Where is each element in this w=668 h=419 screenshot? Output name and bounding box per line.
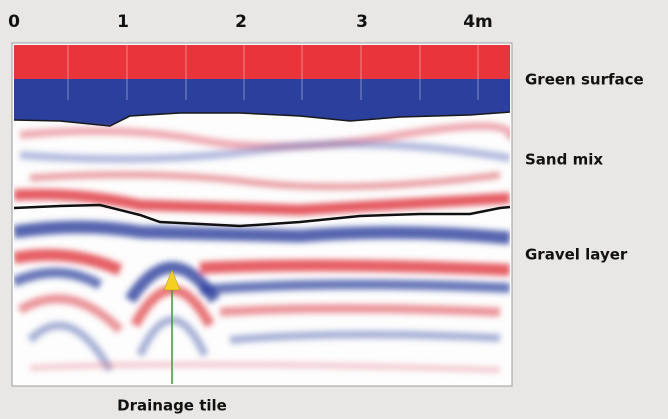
layer-label: Sand mix — [525, 151, 603, 169]
annotation-label: Drainage tile — [117, 397, 227, 415]
layer-label: Gravel layer — [525, 246, 628, 264]
scale-label: 0 — [8, 12, 20, 32]
layer-label: Green surface — [525, 71, 644, 89]
radargram-figure: 0 1 2 3 4m Green surface Sand mix Gravel… — [0, 0, 668, 419]
page: 0 1 2 3 4m Green surface Sand mix Gravel… — [0, 0, 668, 419]
scale-label: 2 — [235, 12, 247, 32]
scale-label: 1 — [117, 12, 129, 32]
scale-label: 3 — [356, 12, 368, 32]
scale-label: 4m — [463, 12, 493, 32]
surface-band-red — [14, 45, 510, 79]
